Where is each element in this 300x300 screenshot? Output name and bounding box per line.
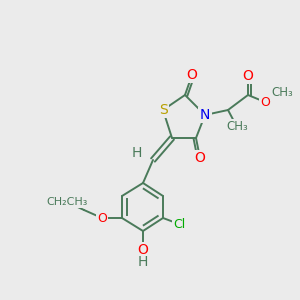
Text: O: O (195, 151, 206, 165)
Text: O: O (187, 68, 197, 82)
Text: O: O (260, 95, 270, 109)
Text: CH₃: CH₃ (271, 86, 293, 100)
Text: Cl: Cl (173, 218, 185, 230)
Text: O: O (243, 69, 254, 83)
Text: S: S (159, 103, 167, 117)
Text: O: O (97, 212, 107, 224)
Text: O: O (138, 243, 148, 257)
Text: N: N (200, 108, 210, 122)
Text: H: H (132, 146, 142, 160)
Text: H: H (138, 255, 148, 269)
Text: CH₂CH₃: CH₂CH₃ (46, 197, 88, 207)
Text: CH₃: CH₃ (226, 121, 248, 134)
